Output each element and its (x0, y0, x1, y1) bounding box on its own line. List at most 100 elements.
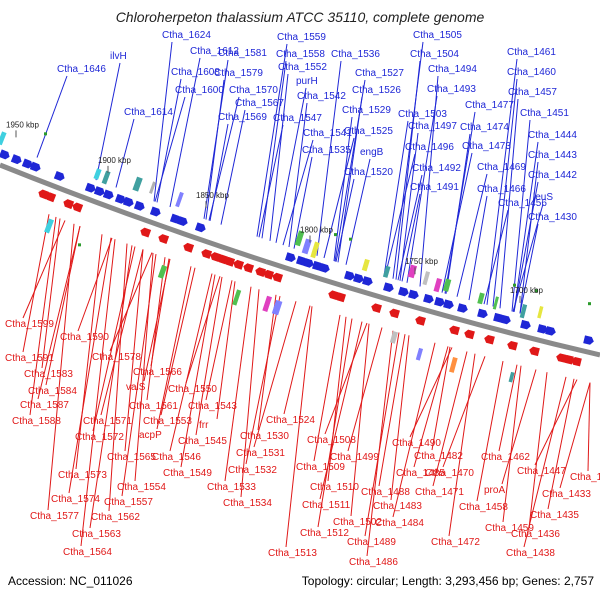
forward-gene-label: Ctha_1466 (477, 184, 526, 195)
kbp-tick-label: 1700 kbp (510, 286, 543, 295)
feature-block (389, 331, 399, 344)
forward-gene-label: Ctha_1525 (344, 126, 393, 137)
feature-block (44, 218, 54, 234)
reverse-connector-line (413, 346, 449, 468)
forward-connector-line (258, 124, 284, 238)
forward-gene-arrow (344, 270, 355, 281)
reverse-connector-line (448, 353, 476, 537)
kbp-tick-labels: 1950 kbp 1900 kbp 1850 kbp 1800 kbp 1750 kbp… (6, 120, 543, 303)
forward-gene-label: Ctha_1457 (508, 87, 557, 98)
forward-gene-label: Ctha_1579 (214, 68, 263, 79)
reverse-gene-arrow (183, 242, 195, 253)
forward-gene-label: Ctha_1491 (410, 182, 459, 193)
forward-gene-arrow (477, 308, 488, 319)
feature-block (301, 238, 312, 255)
forward-gene-label: Ctha_1443 (528, 150, 577, 161)
forward-connector-line (205, 79, 225, 220)
feature-block (492, 296, 499, 310)
reverse-gene-label: Ctha_1550 (168, 384, 217, 395)
reverse-gene-label: Ctha_1591 (5, 353, 54, 364)
reverse-gene-label: Ctha_1471 (415, 487, 464, 498)
kbp-tick-label: 1750 kbp (405, 257, 438, 266)
reverse-gene-arrow (529, 346, 540, 357)
forward-connector-line (519, 161, 539, 314)
feature-block (132, 176, 143, 192)
forward-gene-label: Ctha_1505 (413, 30, 462, 41)
forward-connector-line (335, 178, 355, 262)
reverse-gene-label: Ctha_1502 (333, 517, 382, 528)
reverse-gene-label: Ctha_1531 (236, 448, 285, 459)
reverse-gene-label: Ctha_1546 (152, 452, 201, 463)
reverse-gene-label: Ctha_1447 (517, 466, 566, 477)
reverse-gene-label: Ctha_1554 (117, 482, 166, 493)
forward-gene-label: Ctha_1497 (408, 121, 457, 132)
forward-connector-line (456, 173, 488, 297)
forward-gene-label: purH (296, 76, 318, 87)
reverse-gene-label: Ctha_1564 (63, 547, 112, 558)
reverse-gene-label: Ctha_1512 (300, 528, 349, 539)
forward-connector-line (513, 141, 539, 312)
forward-gene-arrow (583, 335, 594, 345)
forward-gene-label: Ctha_1526 (352, 85, 401, 96)
forward-connector-line (401, 193, 421, 282)
reverse-gene-label: Ctha_1590 (60, 332, 109, 343)
reverse-gene-label: Ctha_1557 (104, 497, 153, 508)
reverse-gene-arrow (449, 325, 460, 336)
forward-connector-line (468, 195, 488, 301)
reverse-connector-line (224, 286, 252, 482)
forward-gene-label: Ctha_1612 (190, 46, 239, 57)
reverse-connector-line (547, 378, 575, 510)
forward-gene-arrow (520, 319, 531, 330)
reverse-connector-line (313, 314, 341, 462)
forward-gene-arrow (194, 222, 206, 233)
forward-gene-arrow (176, 216, 188, 226)
forward-gene-label: Ctha_1552 (278, 62, 327, 73)
reverse-gene-label: Ctha_1588 (12, 416, 61, 427)
reverse-connector-line (45, 226, 81, 386)
reverse-gene-label: Ctha_1583 (24, 369, 73, 380)
reverse-connector-line (37, 225, 81, 400)
reverse-gene-arrow (389, 308, 400, 319)
forward-gene-label: Ctha_1473 (462, 141, 511, 152)
forward-gene-label: Ctha_1456 (498, 198, 547, 209)
reverse-gene-label: Ctha_1436 (511, 529, 560, 540)
forward-connector-line (445, 133, 471, 294)
forward-gene-arrow (133, 200, 145, 211)
forward-gene-label: Ctha_1460 (507, 67, 556, 78)
rna-marker (78, 243, 81, 247)
reverse-connector-line (559, 382, 591, 489)
rna-marker (349, 237, 352, 241)
forward-connector-line (492, 78, 518, 307)
reverse-gene-arrow (571, 356, 582, 367)
reverse-connector-line (92, 246, 136, 432)
reverse-gene-arrow (72, 202, 84, 213)
rna-marker (588, 302, 591, 306)
reverse-gene-label: Ctha_1508 (307, 435, 356, 446)
forward-gene-arrow (149, 206, 161, 217)
forward-gene-label: Ctha_1430 (528, 212, 577, 223)
reverse-gene-label: Ctha_1485 (396, 468, 445, 479)
feature-block (0, 131, 7, 146)
reverse-connector-line (205, 280, 233, 401)
forward-connector-line (95, 62, 121, 181)
reverse-gene-label: Ctha_1488 (361, 487, 410, 498)
reverse-connector-line (366, 330, 394, 557)
reverse-connector-line (390, 335, 410, 501)
feature-block (422, 271, 431, 286)
reverse-connector-line (109, 252, 153, 352)
feature-block (262, 295, 273, 312)
forward-gene-arrow (302, 258, 314, 268)
reverse-gene-arrow (243, 263, 255, 274)
forward-gene-label: ilvH (110, 51, 127, 62)
forward-gene-arrow (457, 303, 468, 313)
forward-gene-label: Ctha_1646 (57, 64, 106, 75)
forward-connector-line (345, 158, 371, 265)
reverse-connector-line (195, 276, 223, 436)
feature-block (415, 347, 424, 361)
forward-gene-label: Ctha_1536 (331, 49, 380, 60)
feature-block (449, 356, 458, 373)
forward-connector-line (282, 139, 314, 246)
reverse-gene-label: Ctha_1578 (92, 352, 141, 363)
reverse-gene-label: acpP (139, 430, 162, 441)
kbp-tick-label: 1800 kbp (300, 226, 333, 235)
